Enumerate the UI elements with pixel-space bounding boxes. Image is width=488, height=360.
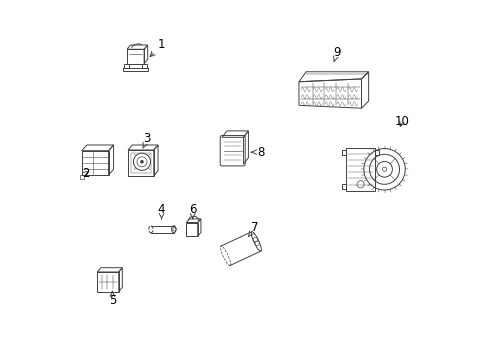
Bar [341, 184, 346, 189]
Bar [186, 222, 197, 236]
Bar [81, 151, 108, 175]
Bar [80, 175, 84, 179]
Text: 5: 5 [108, 291, 116, 307]
Bar [374, 150, 378, 155]
Text: 10: 10 [394, 114, 409, 127]
Text: 8: 8 [251, 146, 264, 159]
Bar [127, 49, 144, 64]
Text: 6: 6 [188, 203, 196, 219]
Bar [142, 64, 147, 68]
Text: 7: 7 [248, 221, 259, 237]
Bar [123, 68, 147, 71]
Bar [97, 272, 119, 292]
Text: 1: 1 [150, 39, 165, 57]
Text: 4: 4 [158, 203, 165, 219]
Bar [124, 64, 129, 68]
Circle shape [141, 161, 143, 163]
Text: 2: 2 [81, 167, 89, 180]
Bar [131, 153, 151, 173]
Bar [341, 150, 346, 155]
Text: 9: 9 [333, 46, 341, 62]
Bar [128, 150, 153, 176]
Text: 3: 3 [142, 132, 151, 148]
Bar [346, 148, 374, 191]
